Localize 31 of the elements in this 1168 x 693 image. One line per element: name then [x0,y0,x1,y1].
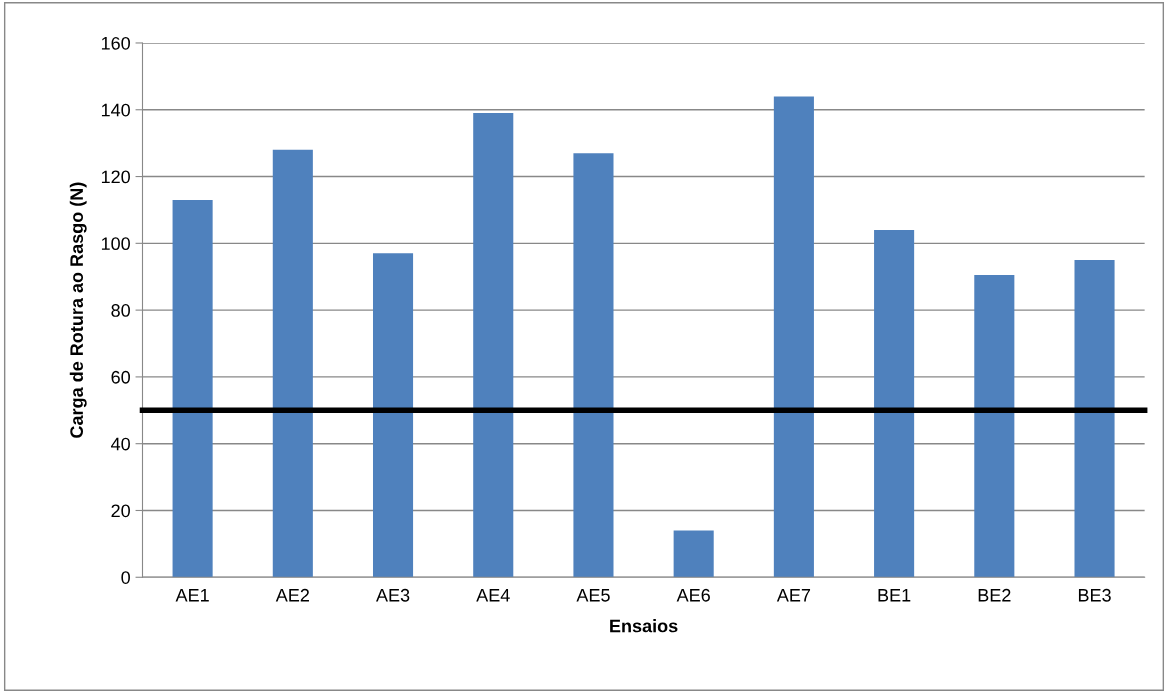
bar [974,275,1015,578]
bar [172,199,213,578]
y-tick-label: 100 [101,237,130,251]
bar [1074,260,1115,578]
x-tick-label: AE7 [776,589,811,602]
bar [773,96,814,578]
x-tick-label: BE2 [978,588,1011,602]
x-tick-label: AE4 [476,589,510,602]
y-tick-label: 160 [101,36,130,50]
y-tick-label: 60 [111,370,130,384]
y-tick-label: 40 [111,437,130,451]
bar [473,113,514,578]
x-axis-title: Ensaios [610,619,678,633]
x-tick-label: BE1 [878,589,911,602]
y-tick-label: 20 [111,504,130,518]
x-tick-label: AE6 [676,588,710,602]
y-axis-title: Carga de Rotura ao Rasgo (N) [69,182,87,438]
y-tick-label: 140 [101,103,130,117]
x-tick-label: AE5 [576,589,610,602]
x-tick-label: AE2 [275,588,309,602]
x-tick-label: AE1 [175,589,209,602]
bar [372,253,414,578]
x-tick-label: AE3 [376,588,410,602]
bar [573,153,614,578]
bar [673,530,714,578]
y-tick-label: 80 [111,304,130,317]
bar [874,229,915,578]
bar [272,149,313,578]
y-tick-label: 0 [121,571,130,584]
x-tick-label: BE3 [1078,588,1111,602]
y-tick-label: 120 [101,170,130,184]
